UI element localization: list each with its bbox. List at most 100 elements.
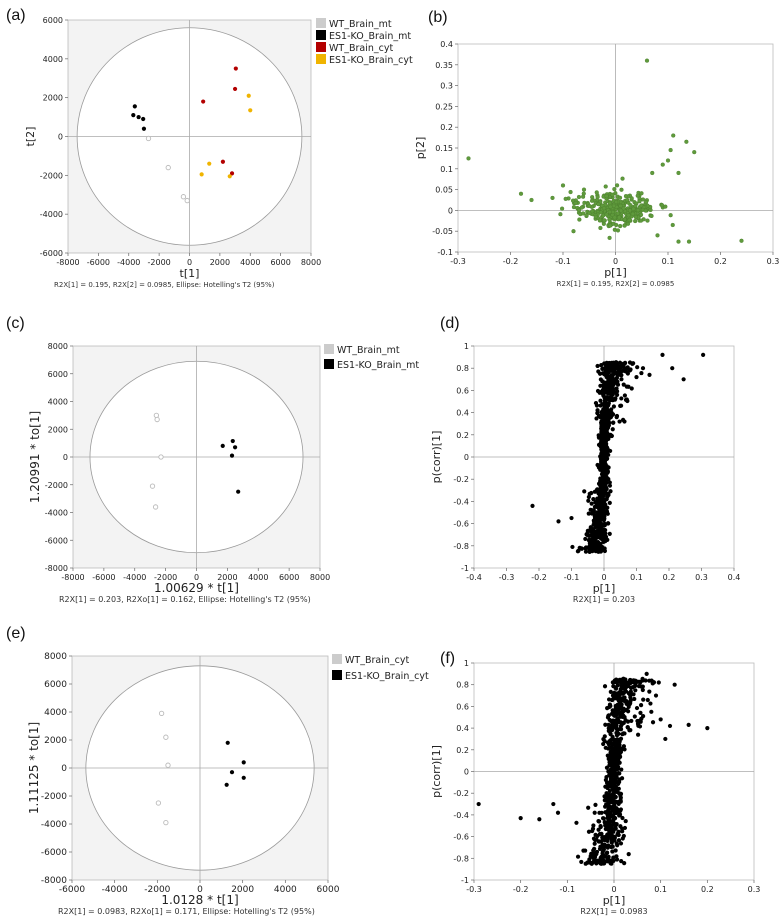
data-point-s870 [603,484,608,490]
data-point-c304 [610,192,615,197]
data-point-s96 [613,848,618,853]
chart-panel-f: (f) -0.3 -0.2 -0.1 0 0.1 0.2 0.3 1 0.8 0.6 0.4 0.2 0 -… [430,650,760,916]
data-point-1 [163,734,169,740]
data-point-s876 [603,410,608,415]
data-point-c238 [579,205,584,210]
y-tick-label: -0.8 [453,542,469,551]
data-point-8 [569,515,574,521]
data-point-0 [132,104,137,109]
data-point-s883 [603,475,608,480]
data-point-c307 [601,206,607,211]
legend-swatch [316,42,326,52]
data-point-s632 [589,861,594,866]
data-point-c56 [645,218,650,223]
data-point-s431 [594,851,599,857]
x-tick-label: -2000 [148,258,171,267]
data-point-c142 [612,227,617,232]
data-point-s688 [615,807,620,812]
x-tick-label: -2000 [154,573,177,582]
data-point-s893 [589,529,594,534]
x-tick-label: 2000 [217,573,237,582]
data-point-s20 [614,857,620,862]
y-tick-label: -8000 [41,876,67,886]
data-point-s874 [600,509,606,514]
data-point-s707 [629,386,634,391]
data-point-s646 [615,716,620,721]
data-point-s595 [612,680,617,685]
data-point-s890 [602,416,607,421]
data-point-1 [241,760,246,765]
data-point-s655 [606,756,611,762]
data-point-s630 [622,731,627,736]
data-point-0 [153,412,160,419]
data-point-4 [692,150,697,155]
data-point-s686 [604,837,610,842]
x-tick-label: -0.3 [466,885,482,894]
data-point-s609 [606,722,611,728]
y-tick-label: -4000 [40,210,63,219]
data-point-s317 [596,818,601,824]
data-point-c295 [621,206,626,211]
data-point-4 [227,174,232,179]
x-tick-label: -0.4 [466,573,482,582]
data-point-s889 [607,412,612,417]
y-tick-label: 0 [61,764,67,774]
data-point-s289 [625,725,630,730]
data-point-s882 [594,504,600,509]
y-tick-label: -6000 [40,249,63,258]
data-point-s881 [586,544,591,550]
data-point-s888 [598,515,604,520]
data-point-s651 [608,689,613,694]
data-point-s425 [602,684,608,689]
data-point-s159 [592,841,597,846]
data-point-s821 [607,395,612,400]
data-point-s621 [607,391,612,396]
data-point-s713 [621,833,626,839]
y-tick-label: 0.2 [456,431,469,440]
data-point-s520 [639,370,644,376]
data-point-c192 [643,200,649,205]
x-tick-label: 2000 [231,885,254,895]
data-point-s65 [601,816,606,821]
data-point-3 [241,775,246,780]
data-point-c265 [630,211,635,216]
data-point-c309 [618,203,623,208]
data-point-c313 [638,218,644,223]
data-point-s449 [591,823,596,828]
data-point-13 [550,195,555,201]
data-point-s716 [612,802,617,808]
data-point-c189 [581,194,586,199]
y-tick-label: 0.25 [435,102,453,111]
x-tick-label: -0.1 [560,885,576,894]
data-point-s722 [625,680,631,685]
data-point-s642 [590,826,596,831]
x-tick-label: -0.1 [564,573,580,582]
data-point-s558 [622,361,627,366]
y-tick-label: 0 [464,768,469,777]
data-point-s501 [593,832,598,837]
data-point-s793 [600,468,605,473]
x-tick-label: 4000 [240,258,260,267]
data-point-s554 [600,835,605,840]
data-point-s200 [647,689,652,694]
data-point-c52 [603,184,608,189]
y-tick-label: 8000 [48,342,68,351]
data-point-s653 [618,824,623,829]
data-point-c232 [604,212,609,217]
data-point-s631 [622,695,627,700]
data-point-s891 [602,402,607,407]
data-point-s663 [621,382,626,387]
data-point-s852 [610,385,615,390]
data-point-s624 [620,815,625,821]
data-point-12 [686,239,692,244]
series-1 [574,676,661,866]
data-point-c294 [607,217,612,222]
y-tick-label: 1 [464,659,469,668]
data-point-s628 [604,774,609,780]
data-point-s788 [611,420,616,425]
data-point-s742 [586,538,592,543]
y-tick-label: -0.1 [437,248,453,257]
y-tick-label: -1 [461,564,469,573]
data-point-s652 [601,533,606,538]
legend: WT_Brain_mt ES1-KO_Brain_mt [324,344,419,371]
